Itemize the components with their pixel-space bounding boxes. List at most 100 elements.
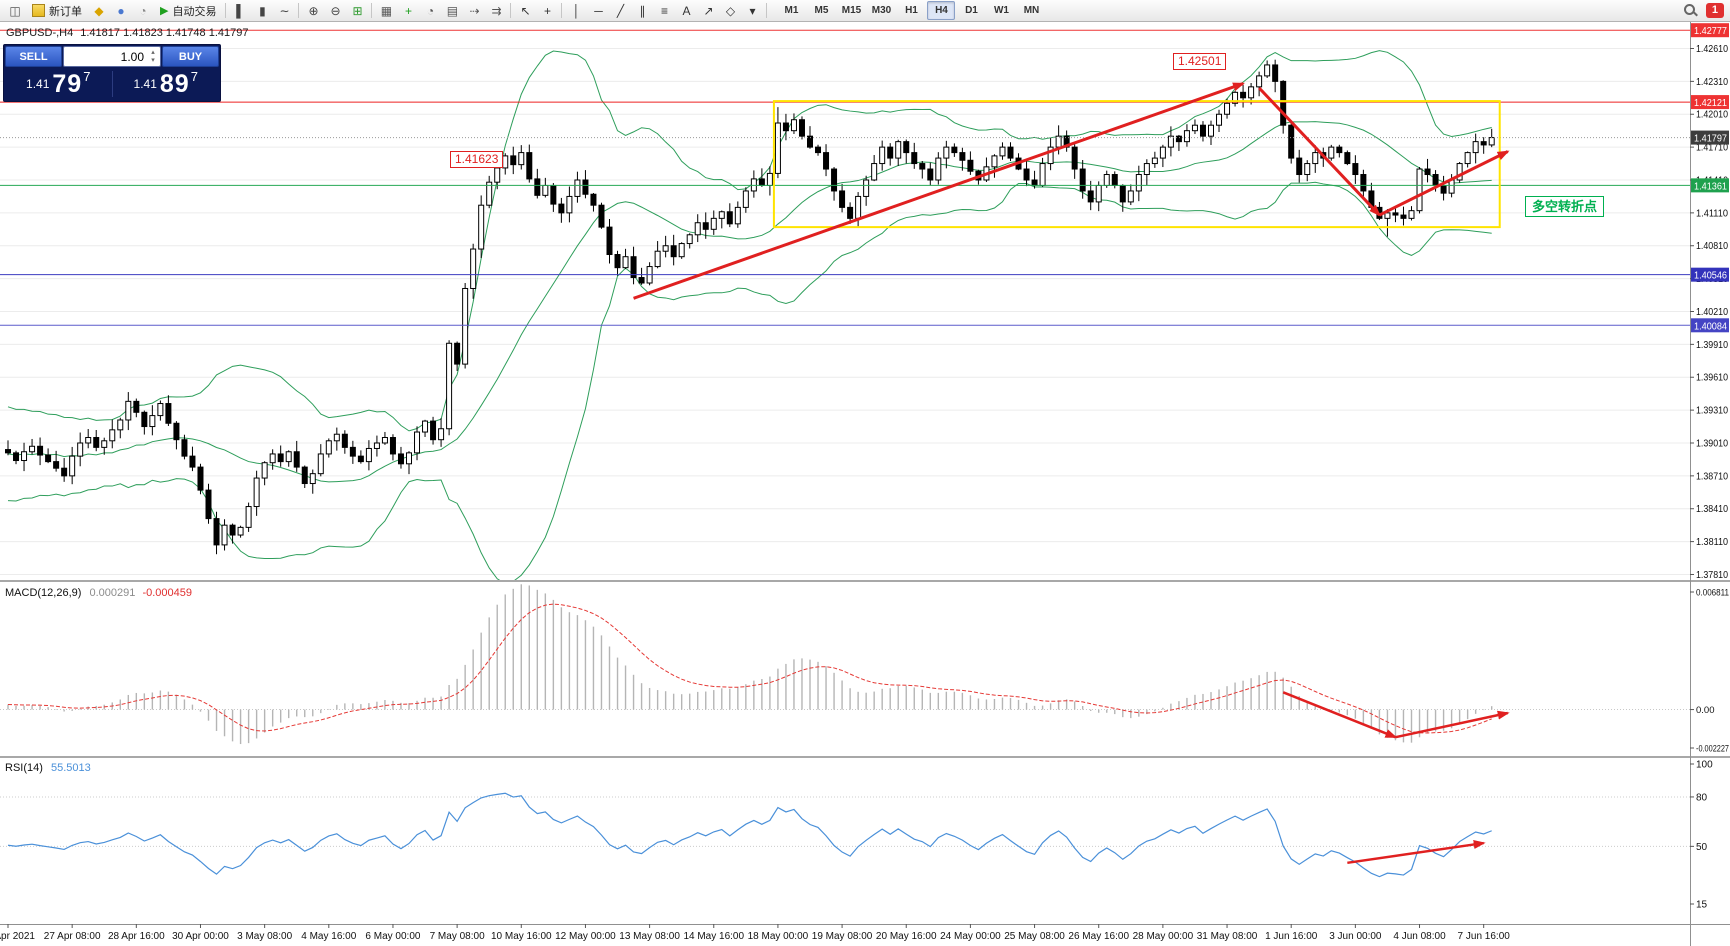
price-annotation-mid[interactable]: 1.41623 (450, 151, 504, 168)
timeframe-button-W1[interactable]: W1 (993, 5, 1009, 16)
timeframe-button-M15[interactable]: M15 (841, 5, 862, 16)
vertical-line-icon[interactable]: │ (572, 3, 581, 18)
arrows-tool-icon[interactable]: ↗ (703, 3, 714, 18)
macd-scale-labels: 0.006811 0.00 -0.002227 (1690, 588, 1729, 755)
candles-mode-icon[interactable]: ▮ (259, 3, 266, 18)
yellow-rectangle[interactable] (772, 100, 1501, 229)
autotrading-button[interactable]: ▶ 自动交易 (154, 2, 222, 20)
volume-input[interactable] (64, 47, 160, 66)
period-icon[interactable]: ◔ (426, 3, 435, 18)
horizontal-line-icon[interactable]: ─ (594, 3, 603, 18)
timeframe-button-M30[interactable]: M30 (871, 5, 892, 16)
sell-price-pip: 7 (83, 69, 91, 84)
svg-text:3 May 08:00: 3 May 08:00 (237, 931, 292, 942)
svg-text:1.38410: 1.38410 (1696, 504, 1728, 515)
rsi-arrow[interactable] (1347, 840, 1486, 865)
svg-text:7 Jun 16:00: 7 Jun 16:00 (1458, 931, 1511, 942)
bollinger-middle-band (7, 121, 1492, 483)
svg-text:1.39610: 1.39610 (1696, 373, 1728, 384)
line-mode-icon[interactable]: ∼ (279, 3, 290, 18)
svg-text:1.38710: 1.38710 (1696, 471, 1728, 482)
timeframe-button-M1[interactable]: M1 (784, 5, 799, 16)
trend-arrow[interactable] (1258, 86, 1381, 217)
notification-badge[interactable]: 1 (1705, 3, 1724, 18)
zoom-in-icon[interactable]: ⊕ (308, 3, 319, 18)
svg-text:1.42121: 1.42121 (1694, 98, 1727, 109)
alerts-icon[interactable]: ◔ (139, 3, 147, 18)
crosshair-icon[interactable]: + (543, 3, 551, 18)
metaeditor-icon[interactable]: ◆ (94, 3, 104, 18)
svg-text:25 May 08:00: 25 May 08:00 (1004, 931, 1065, 942)
svg-text:27 Apr 08:00: 27 Apr 08:00 (44, 931, 101, 942)
price-label-1.42121: 1.42121 (1691, 95, 1729, 110)
tile-windows-icon[interactable]: ⊞ (352, 3, 363, 18)
svg-text:19 May 08:00: 19 May 08:00 (812, 931, 873, 942)
macd-arrow[interactable] (1395, 710, 1510, 739)
fibonacci-icon[interactable]: ≡ (660, 3, 668, 18)
svg-text:1.41710: 1.41710 (1696, 143, 1728, 154)
channel-icon[interactable]: ∥ (639, 3, 646, 18)
templates-icon[interactable]: ▤ (446, 3, 459, 18)
new-order-button[interactable]: 新订单 (26, 2, 88, 20)
note-annotation[interactable]: 多空转折点 (1525, 196, 1605, 217)
search-icon[interactable] (1683, 3, 1698, 18)
svg-text:14 May 16:00: 14 May 16:00 (683, 931, 744, 942)
macd-value: 0.000291 (89, 587, 136, 599)
cursor-icon[interactable]: ↖ (520, 3, 531, 18)
indicators-icon[interactable]: + (404, 3, 412, 18)
price-label-1.41797: 1.41797 (1691, 130, 1729, 145)
pane-splitter-rsi[interactable] (0, 755, 1730, 759)
autoscroll-icon[interactable]: ⇉ (491, 3, 502, 18)
new-chart-icon[interactable]: ▦ (380, 3, 393, 18)
macd-signal-line (7, 603, 1492, 734)
timeframe-button-D1[interactable]: D1 (965, 5, 978, 16)
shapes-icon[interactable]: ◇ (725, 3, 736, 18)
svg-text:1.39310: 1.39310 (1696, 406, 1728, 417)
buy-price-main: 1.41 (133, 76, 157, 91)
candles (5, 59, 1495, 555)
price-scale[interactable] (1690, 22, 1730, 924)
svg-text:4 May 16:00: 4 May 16:00 (301, 931, 356, 942)
svg-text:0.00: 0.00 (1696, 705, 1715, 716)
timeframe-button-M5[interactable]: M5 (814, 5, 829, 16)
svg-text:1.41361: 1.41361 (1694, 181, 1727, 192)
tools-dropdown-icon[interactable]: ▾ (749, 3, 756, 18)
timeframe-button-H4[interactable]: H4 (927, 1, 956, 20)
volume-down-button[interactable]: ▾ (151, 56, 155, 64)
shift-end-icon[interactable]: ⇢ (469, 3, 480, 18)
buy-button[interactable]: BUY (162, 46, 219, 67)
market-icon[interactable]: ● (117, 3, 125, 18)
time-axis[interactable] (0, 924, 1690, 946)
volume-up-button[interactable]: ▴ (151, 48, 155, 56)
pane-splitter-macd[interactable] (0, 579, 1730, 583)
main-toolbar: ◫ 新订单 ◆ ● ◔ ▶ 自动交易 ▌ ▮ ∼ ⊕ ⊖ ⊞ ▦ + ◔ ▤ ⇢ ⇉ ↖ + │ ─ ╱ ∥ ≡ A ↗ ◇ ▾… (0, 0, 1730, 22)
volume-stepper: ▴ ▾ (147, 47, 159, 66)
svg-text:1.39910: 1.39910 (1696, 340, 1728, 351)
svg-text:1.37810: 1.37810 (1696, 570, 1728, 581)
chart-window-icon[interactable]: ◫ (9, 3, 21, 18)
macd-arrow[interactable] (1282, 691, 1398, 739)
svg-text:1 Jun 16:00: 1 Jun 16:00 (1265, 931, 1318, 942)
svg-text:12 May 00:00: 12 May 00:00 (555, 931, 616, 942)
timeframe-button-MN[interactable]: MN (1023, 5, 1040, 16)
price-gridlines (0, 48, 1690, 575)
text-icon[interactable]: A (682, 3, 691, 18)
price-label-1.41361: 1.41361 (1691, 178, 1729, 193)
trend-arrow[interactable] (633, 82, 1245, 300)
trend-arrow[interactable] (1378, 150, 1510, 217)
bars-mode-icon[interactable]: ▌ (236, 3, 245, 18)
zoom-out-icon[interactable]: ⊖ (330, 3, 341, 18)
new-order-label: 新订单 (49, 5, 82, 18)
buy-price[interactable]: 1.41 89 7 (113, 69, 220, 98)
trendline-icon[interactable]: ╱ (616, 3, 625, 18)
sell-button[interactable]: SELL (5, 46, 62, 67)
chart-symbol-label: GBPUSD-,H4 1.41817 1.41823 1.41748 1.4179… (6, 27, 248, 39)
svg-text:0.006811: 0.006811 (1696, 588, 1729, 599)
sell-price[interactable]: 1.41 79 7 (5, 69, 112, 98)
timeframe-button-H1[interactable]: H1 (905, 5, 918, 16)
volume-field-wrap: ▴ ▾ (63, 46, 161, 67)
price-annotation-peak[interactable]: 1.42501 (1173, 53, 1227, 70)
svg-text:1.40546: 1.40546 (1694, 271, 1727, 282)
